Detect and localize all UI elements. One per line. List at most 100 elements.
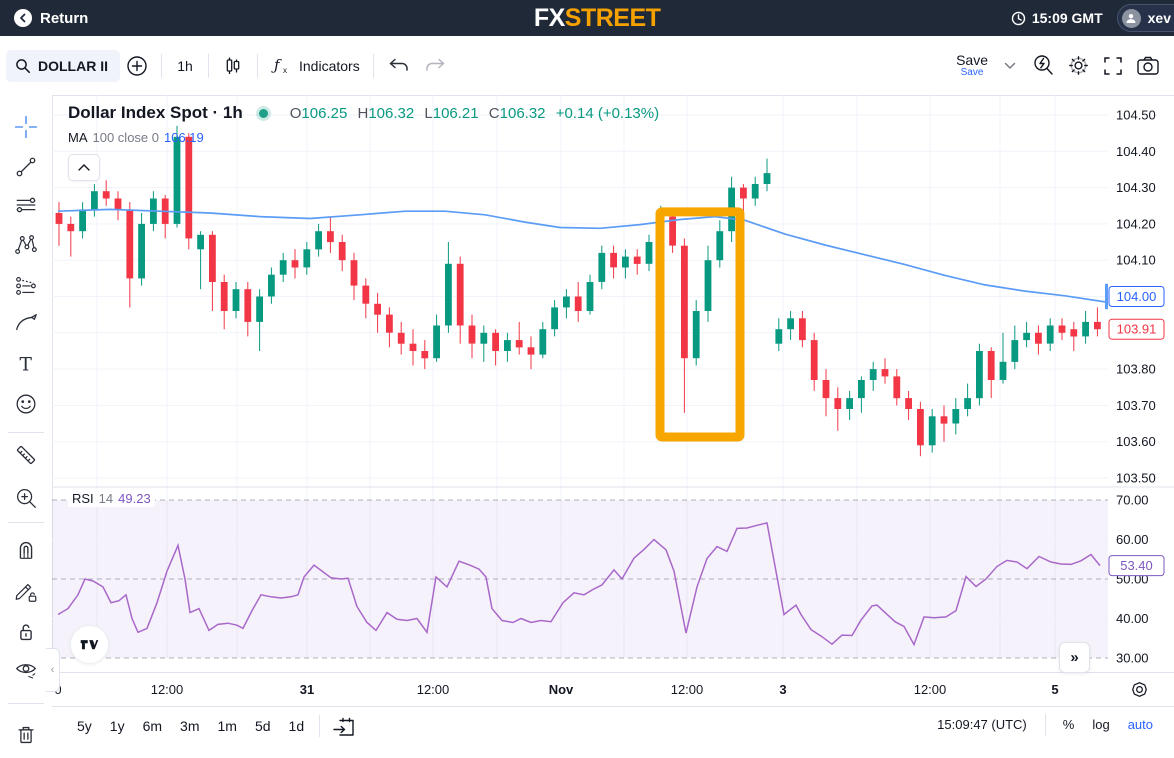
magnet-mode[interactable] xyxy=(12,536,40,564)
ma-line xyxy=(57,208,1108,310)
user-name: xev xyxy=(1147,10,1171,26)
svg-text:ƒ: ƒ xyxy=(271,56,282,74)
trash-icon xyxy=(18,726,34,744)
time-label: 3 xyxy=(779,682,787,697)
hide-drawings[interactable] xyxy=(12,656,40,684)
gmt-time-text: 15:09 GMT xyxy=(1031,10,1103,26)
user-menu[interactable]: xev xyxy=(1116,4,1174,32)
lock-all-drawings[interactable] xyxy=(12,618,40,646)
axis-gear-icon xyxy=(1132,682,1147,697)
projection-tool[interactable] xyxy=(12,271,40,299)
save-menu-button[interactable] xyxy=(994,50,1026,82)
range-1m[interactable]: 1m xyxy=(209,713,246,739)
percent-scale-button[interactable]: % xyxy=(1056,713,1082,736)
sidebar-collapse-handle[interactable]: ‹ xyxy=(46,648,60,692)
log-scale-button[interactable]: log xyxy=(1085,713,1116,736)
screenshot-button[interactable] xyxy=(1130,50,1166,82)
rsi-value: 49.23 xyxy=(118,491,151,506)
settings-button[interactable] xyxy=(1061,50,1096,82)
emoji-tool[interactable] xyxy=(12,390,40,418)
close-value: 106.32 xyxy=(499,104,546,122)
svg-text:40.00: 40.00 xyxy=(1116,611,1149,626)
divider xyxy=(8,432,44,433)
toolbar-right: Save Save xyxy=(950,36,1166,95)
high-value: 106.32 xyxy=(368,104,415,122)
time-label: 12:00 xyxy=(150,682,184,697)
save-sub-label: Save xyxy=(960,66,984,78)
camera-icon xyxy=(1137,56,1159,75)
svg-text:T: T xyxy=(20,355,33,376)
chart-canvas[interactable]: 104.50 104.40 104.30 104.20 104.10 103.80 103.… xyxy=(52,95,1174,672)
return-button[interactable]: Return xyxy=(14,9,88,27)
legend-collapse-button[interactable] xyxy=(68,154,100,181)
crosshair-tool[interactable] xyxy=(12,113,40,141)
save-button[interactable]: Save Save xyxy=(950,53,994,78)
symbol-title: Dollar Index Spot · 1h xyxy=(68,103,243,122)
range-1y[interactable]: 1y xyxy=(101,713,134,739)
auto-scale-button[interactable]: auto xyxy=(1121,713,1160,736)
range-1d[interactable]: 1d xyxy=(280,713,314,739)
time-axis-settings-button[interactable] xyxy=(1131,681,1148,698)
interval-button[interactable]: 1h xyxy=(169,50,201,82)
utc-clock: 15:09:47 (UTC) xyxy=(937,717,1027,732)
ma-price-tag: 104.00 xyxy=(1108,286,1165,307)
divider xyxy=(8,522,44,523)
svg-text:104.10: 104.10 xyxy=(1116,253,1156,268)
quick-search-button[interactable] xyxy=(1026,50,1061,82)
search-icon xyxy=(16,58,31,73)
range-6m[interactable]: 6m xyxy=(134,713,171,739)
drawing-mode-lock[interactable] xyxy=(12,578,40,606)
redo-button[interactable] xyxy=(417,50,453,82)
xabcd-pattern-tool[interactable] xyxy=(12,231,40,259)
chevron-up-icon xyxy=(78,164,90,171)
svg-text:104.00: 104.00 xyxy=(1117,289,1157,304)
go-to-date-button[interactable] xyxy=(326,713,362,741)
pencil-lock-icon xyxy=(15,583,37,602)
highlight-box xyxy=(655,207,745,442)
rsi-value-tag: 53.40 xyxy=(1108,555,1165,577)
svg-text:53.40: 53.40 xyxy=(1120,558,1153,573)
time-label: 12:00 xyxy=(913,682,947,697)
divider xyxy=(8,703,44,704)
return-label: Return xyxy=(40,9,89,27)
remove-drawings[interactable] xyxy=(12,721,40,749)
plus-circle-icon xyxy=(127,55,147,76)
text-icon: T xyxy=(20,355,33,376)
drawing-sidebar: T xyxy=(0,95,53,758)
chart-type-button[interactable] xyxy=(216,50,250,82)
xabcd-icon xyxy=(15,235,37,254)
brush-tool[interactable] xyxy=(12,309,40,337)
candles-icon xyxy=(226,57,240,74)
range-3m[interactable]: 3m xyxy=(171,713,208,739)
measure-tool[interactable] xyxy=(12,441,40,469)
fullscreen-button[interactable] xyxy=(1096,50,1130,82)
rsi-expand-button[interactable]: » xyxy=(1059,642,1090,673)
fib-retracement-tool[interactable] xyxy=(12,191,40,219)
trend-line-tool[interactable] xyxy=(12,153,40,181)
save-label: Save xyxy=(956,51,988,68)
avatar-icon xyxy=(1121,8,1141,28)
market-status-icon xyxy=(258,108,268,118)
rsi-legend: RSI 14 49.23 xyxy=(68,490,155,507)
svg-text:103.60: 103.60 xyxy=(1116,434,1156,449)
price-axis-labels: 104.50 104.40 104.30 104.20 104.10 103.80 103.… xyxy=(1116,108,1156,666)
svg-text:104.40: 104.40 xyxy=(1116,144,1156,159)
low-value: 106.21 xyxy=(432,104,479,122)
open-value: 106.25 xyxy=(301,104,348,122)
zoom-in-tool[interactable] xyxy=(12,484,40,512)
separator xyxy=(1044,713,1046,736)
clock-icon xyxy=(1011,11,1026,25)
gear-icon xyxy=(1069,56,1088,75)
range-5y[interactable]: 5y xyxy=(68,713,101,739)
range-5d[interactable]: 5d xyxy=(246,713,280,739)
compare-add-button[interactable] xyxy=(120,50,154,82)
symbol-search-button[interactable]: DOLLAR II xyxy=(6,49,120,82)
tradingview-logo[interactable] xyxy=(70,625,109,664)
undo-button[interactable] xyxy=(381,50,417,82)
text-tool[interactable]: T xyxy=(12,350,40,378)
